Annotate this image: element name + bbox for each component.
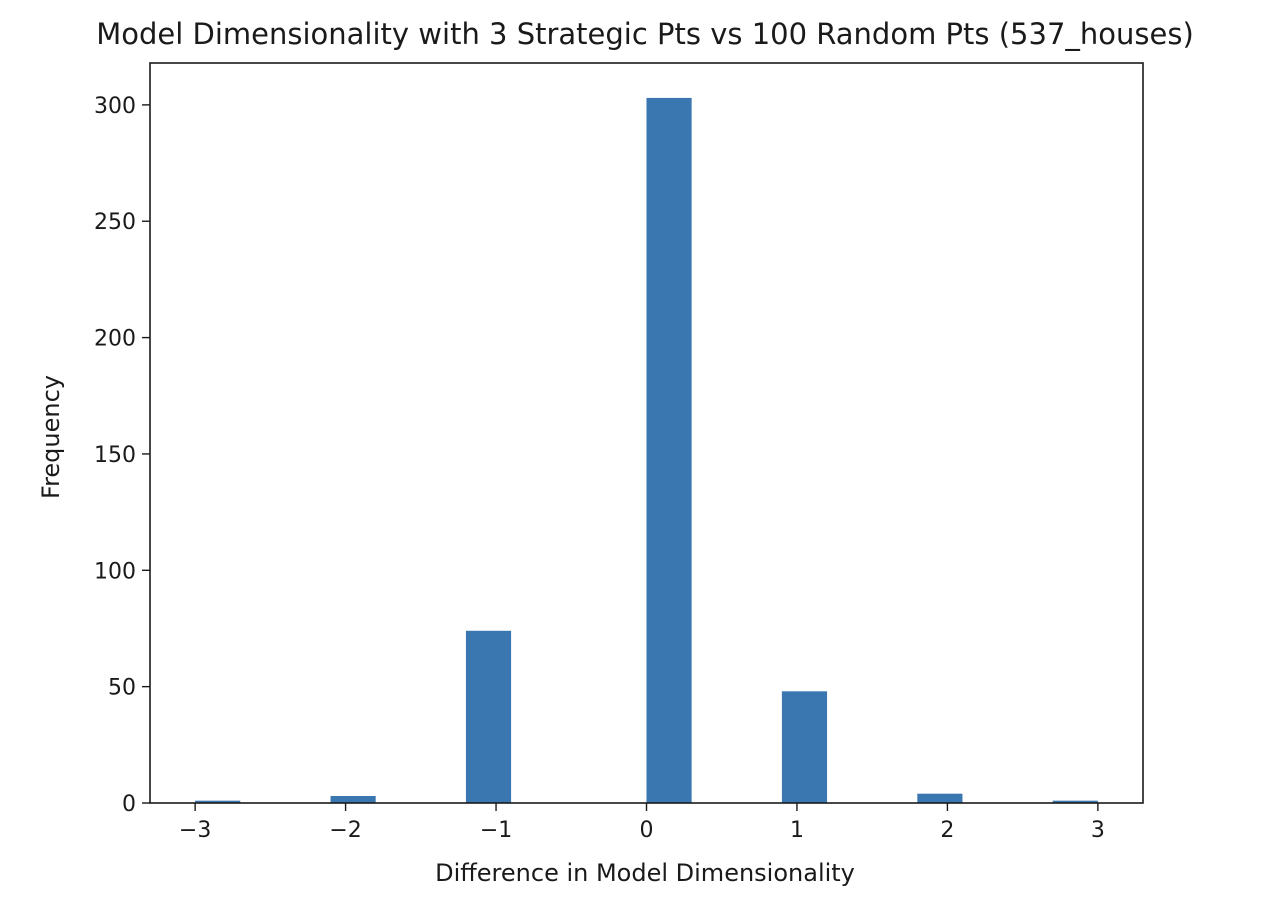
x-tick-label: −3 (179, 818, 211, 843)
x-tick-label: 0 (640, 818, 654, 843)
x-axis-label: Difference in Model Dimensionality (435, 859, 855, 887)
y-tick-label: 150 (94, 443, 136, 468)
y-tick-label: 100 (94, 559, 136, 584)
histogram-bar-6 (1052, 800, 1098, 803)
histogram-bar-0 (195, 800, 241, 803)
y-axis-label: Frequency (37, 375, 65, 499)
histogram-bar-3 (646, 97, 692, 804)
histogram-bar-5 (917, 793, 963, 803)
y-tick-label: 250 (94, 210, 136, 235)
x-tick-label: −2 (329, 818, 361, 843)
x-tick-label: 1 (790, 818, 804, 843)
histogram-bar-4 (781, 691, 828, 803)
histogram-bar-2 (465, 630, 512, 803)
x-tick-label: 2 (940, 818, 954, 843)
x-tick-label: −1 (480, 818, 512, 843)
bars-layer (195, 97, 1098, 804)
y-tick-label: 300 (94, 94, 136, 119)
y-tick-label: 200 (94, 327, 136, 352)
y-tick-label: 0 (122, 792, 136, 817)
histogram-bar-1 (330, 796, 376, 803)
ticks-layer: −3 −2 −1 0 1 2 3 0 50 100 150 200 250 300 (94, 94, 1105, 843)
chart-title: Model Dimensionality with 3 Strategic Pt… (96, 17, 1194, 51)
x-tick-label: 3 (1091, 818, 1105, 843)
y-tick-label: 50 (108, 676, 136, 701)
